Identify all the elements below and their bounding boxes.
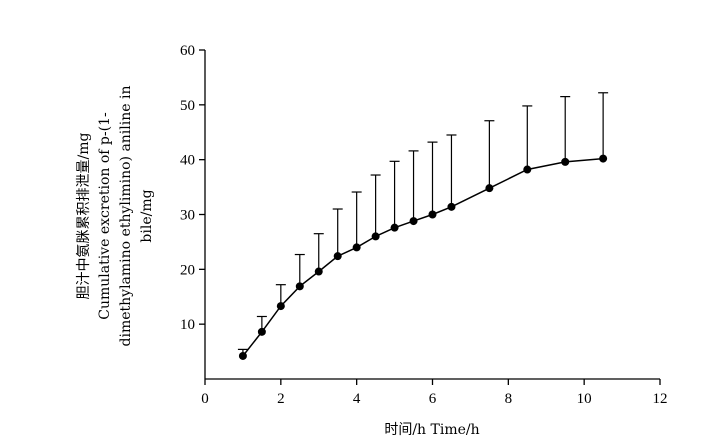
data-point-9 — [409, 217, 418, 226]
data-point-4 — [314, 267, 323, 276]
y-tick-label-4: 50 — [180, 98, 195, 114]
series-line-0 — [242, 157, 604, 357]
x-tick-label-1: 2 — [277, 391, 285, 407]
data-point-15 — [599, 154, 608, 163]
data-point-8 — [390, 223, 399, 232]
y-tick-label-1: 20 — [180, 262, 195, 278]
axes: 10 20 30 40 50 60 0 2 4 6 8 10 12 — [180, 43, 668, 407]
data-point-1 — [257, 327, 266, 336]
y-axis-label: 胆汁中氨脒累积排泄量/mg Cumulative excretion of p-… — [76, 86, 155, 347]
y-tick-label-2: 30 — [180, 208, 195, 224]
x-tick-label-6: 12 — [653, 391, 668, 407]
y-tick-label-0: 10 — [180, 317, 195, 333]
x-tick-label-5: 10 — [577, 391, 592, 407]
y-axis-label-line-3: dimethylamino ethylimino) aniline in — [118, 86, 134, 347]
y-tick-label-5: 60 — [180, 43, 195, 59]
x-axis-label: 时间/h Time/h — [384, 422, 479, 438]
y-tick-label-3: 40 — [180, 153, 195, 169]
data-point-13 — [523, 165, 532, 174]
data-point-7 — [371, 232, 380, 241]
y-axis-label-line-1: 胆汁中氨脒累积排泄量/mg — [76, 132, 92, 299]
data-point-14 — [561, 157, 570, 166]
x-tick-label-4: 8 — [505, 391, 513, 407]
x-tick-label-0: 0 — [201, 391, 209, 407]
x-tick-label-2: 4 — [353, 391, 361, 407]
data-point-10 — [428, 210, 437, 219]
data-point-3 — [295, 282, 304, 291]
data-point-12 — [485, 184, 494, 193]
y-axis-label-line-4: bile/mg — [139, 189, 155, 242]
data-point-6 — [352, 243, 361, 252]
y-axis-label-line-2: Cumulative excretion of p-(1- — [97, 112, 113, 320]
data-point-0 — [238, 351, 247, 360]
data-point-2 — [276, 302, 285, 311]
x-tick-label-3: 6 — [429, 391, 437, 407]
data-point-11 — [447, 202, 456, 211]
plot-area — [237, 92, 609, 360]
data-point-5 — [333, 252, 342, 261]
